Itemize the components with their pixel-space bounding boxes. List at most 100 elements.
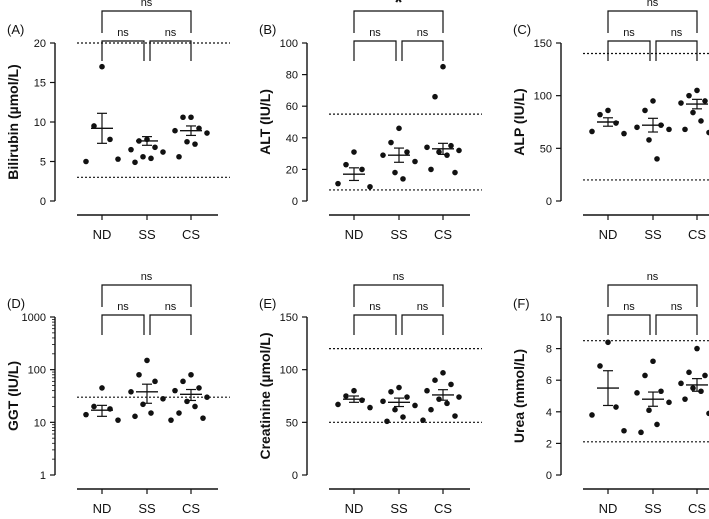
significance-label: ns — [141, 271, 153, 283]
data-point — [694, 345, 700, 352]
data-point — [115, 156, 121, 162]
data-point — [432, 377, 438, 384]
data-point — [184, 398, 190, 405]
y-tick-label: 1000 — [22, 312, 46, 324]
data-point — [192, 403, 198, 410]
data-point — [597, 363, 603, 369]
data-point — [428, 406, 434, 413]
significance-label: ns — [417, 301, 429, 313]
data-point — [392, 406, 398, 413]
panel-1: (B) 0 20 40 60 80 100 ALT (IU/L) ND SS CS * ns ns — [257, 0, 482, 242]
data-point — [444, 400, 450, 407]
data-point — [351, 149, 357, 155]
x-tick-label: CS — [182, 227, 200, 242]
data-point — [646, 137, 652, 143]
data-point — [658, 388, 664, 395]
significance-label: ns — [117, 27, 129, 39]
data-point — [678, 100, 684, 106]
significance-bracket — [655, 40, 698, 61]
y-tick-label: 150 — [280, 312, 298, 324]
data-point — [176, 153, 182, 160]
significance-label: ns — [165, 27, 177, 39]
data-point — [597, 111, 603, 118]
data-point — [589, 412, 595, 418]
significance-label: ns — [369, 301, 381, 313]
panel-label: (B) — [259, 22, 276, 37]
x-tick-label: ND — [345, 227, 364, 242]
data-point — [335, 180, 341, 187]
y-tick-label: 100 — [28, 365, 46, 377]
y-tick-label: 6 — [546, 375, 552, 387]
data-point — [634, 390, 640, 396]
data-point — [404, 149, 410, 155]
significance-label: ns — [117, 301, 129, 313]
data-point — [380, 152, 386, 158]
data-point — [343, 161, 349, 168]
significance-bracket — [607, 40, 651, 61]
data-point — [428, 166, 434, 173]
significance-bracket — [401, 314, 444, 335]
data-point — [160, 395, 166, 402]
data-point — [456, 147, 462, 154]
significance-bracket — [353, 40, 397, 61]
data-point — [621, 130, 627, 137]
data-point — [440, 370, 446, 376]
data-point — [396, 384, 402, 391]
x-tick-label: SS — [390, 227, 408, 242]
panel-label: (C) — [513, 22, 531, 37]
data-point — [605, 339, 611, 346]
data-point — [613, 120, 619, 126]
x-tick-label: ND — [93, 501, 112, 516]
data-point — [634, 124, 640, 131]
y-tick-label: 100 — [280, 38, 298, 50]
data-point — [172, 387, 178, 394]
x-tick-label: ND — [599, 227, 618, 242]
x-tick-label: SS — [644, 501, 662, 516]
data-point — [335, 401, 341, 408]
data-point — [706, 129, 709, 136]
significance-bracket — [607, 314, 651, 335]
data-point — [654, 156, 660, 162]
data-point — [132, 159, 138, 166]
data-point — [678, 380, 684, 387]
data-point — [140, 401, 146, 408]
data-point — [148, 155, 154, 162]
data-point — [605, 107, 611, 114]
y-tick-label: 0 — [546, 196, 552, 208]
data-point — [613, 404, 619, 410]
data-point — [188, 371, 194, 378]
data-point — [351, 387, 357, 394]
data-point — [83, 158, 89, 165]
panel-label: (F) — [513, 296, 530, 311]
data-point — [666, 126, 672, 133]
y-tick-label: 20 — [286, 164, 298, 176]
data-point — [436, 149, 442, 155]
data-point — [686, 369, 692, 376]
data-point — [184, 138, 190, 145]
data-point — [666, 399, 672, 406]
y-tick-label: 4 — [546, 407, 552, 419]
y-axis-label: ALP (IU/L) — [511, 88, 527, 155]
x-tick-label: SS — [644, 227, 662, 242]
panel-4: (E) 0 50 100 150 Creatinine (µmol/L) ND SS CS ns n… — [257, 271, 482, 516]
data-point — [448, 142, 454, 149]
data-point — [642, 372, 648, 379]
significance-bracket — [607, 284, 698, 307]
data-point — [107, 136, 113, 143]
data-point — [400, 414, 406, 420]
y-tick-label: 0 — [40, 196, 46, 208]
data-point — [646, 407, 652, 414]
data-point — [589, 128, 595, 135]
significance-bracket — [149, 314, 192, 335]
significance-bracket — [101, 284, 192, 307]
panel-3: (D) 1 10 100 1000 GGT (IU/L) ND SS CS ns ns ns — [5, 271, 230, 516]
x-tick-label: ND — [599, 501, 618, 516]
data-point — [388, 139, 394, 146]
significance-bracket — [353, 10, 444, 33]
data-point — [180, 378, 186, 385]
data-point — [690, 109, 696, 116]
data-point — [83, 411, 89, 418]
significance-label: ns — [647, 271, 659, 283]
data-point — [168, 417, 174, 423]
data-point — [180, 114, 186, 121]
